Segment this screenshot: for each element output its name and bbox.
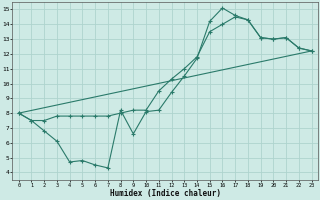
X-axis label: Humidex (Indice chaleur): Humidex (Indice chaleur) [110, 189, 220, 198]
